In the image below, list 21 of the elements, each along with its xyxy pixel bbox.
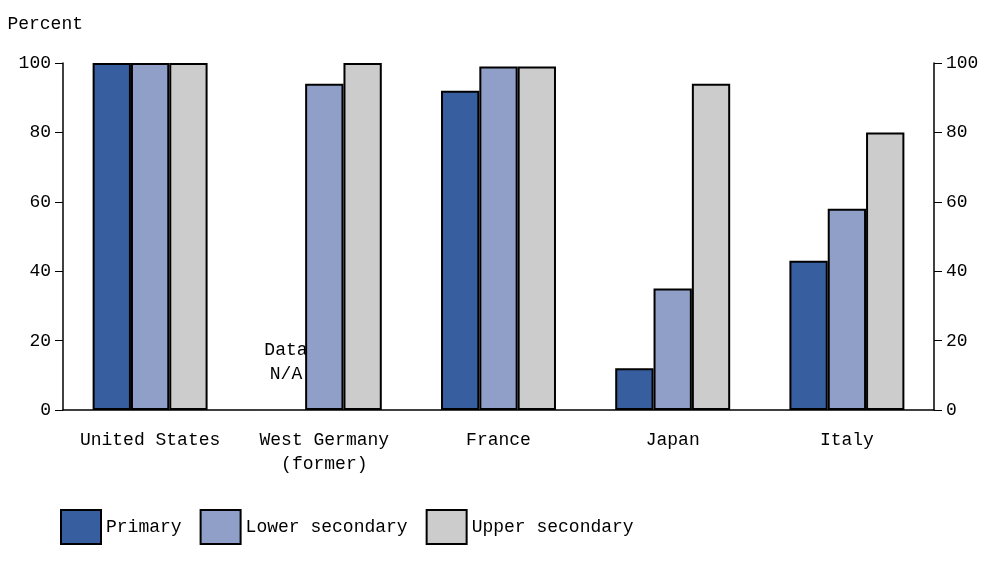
x-tick-label: West Germany (former) xyxy=(259,430,390,474)
y2-tick-label: 20 xyxy=(946,330,968,351)
y2-tick-label: 80 xyxy=(946,122,968,143)
y-axis-title: Percent xyxy=(7,14,83,34)
x-tick-label: United States xyxy=(79,430,221,450)
x-tick-label: France xyxy=(466,430,531,450)
legend-label: Lower secondary xyxy=(245,517,408,537)
y-tick-label: 20 xyxy=(29,330,51,351)
y2-tick-label: 40 xyxy=(946,261,968,282)
y-tick-label: 0 xyxy=(40,400,51,420)
y-tick-label: 60 xyxy=(29,191,51,212)
legend-label: Upper secondary xyxy=(471,517,634,537)
y-tick-label: 40 xyxy=(29,261,51,282)
y2-tick-label: 0 xyxy=(946,400,957,420)
y2-tick-label: 100 xyxy=(946,53,979,73)
legend-label: Primary xyxy=(106,517,182,537)
x-tick-label: Italy xyxy=(819,430,875,450)
x-tick-label: Japan xyxy=(645,430,700,450)
y2-tick-label: 60 xyxy=(946,191,968,212)
y-tick-label: 80 xyxy=(29,122,51,143)
y-tick-label: 100 xyxy=(18,53,51,73)
